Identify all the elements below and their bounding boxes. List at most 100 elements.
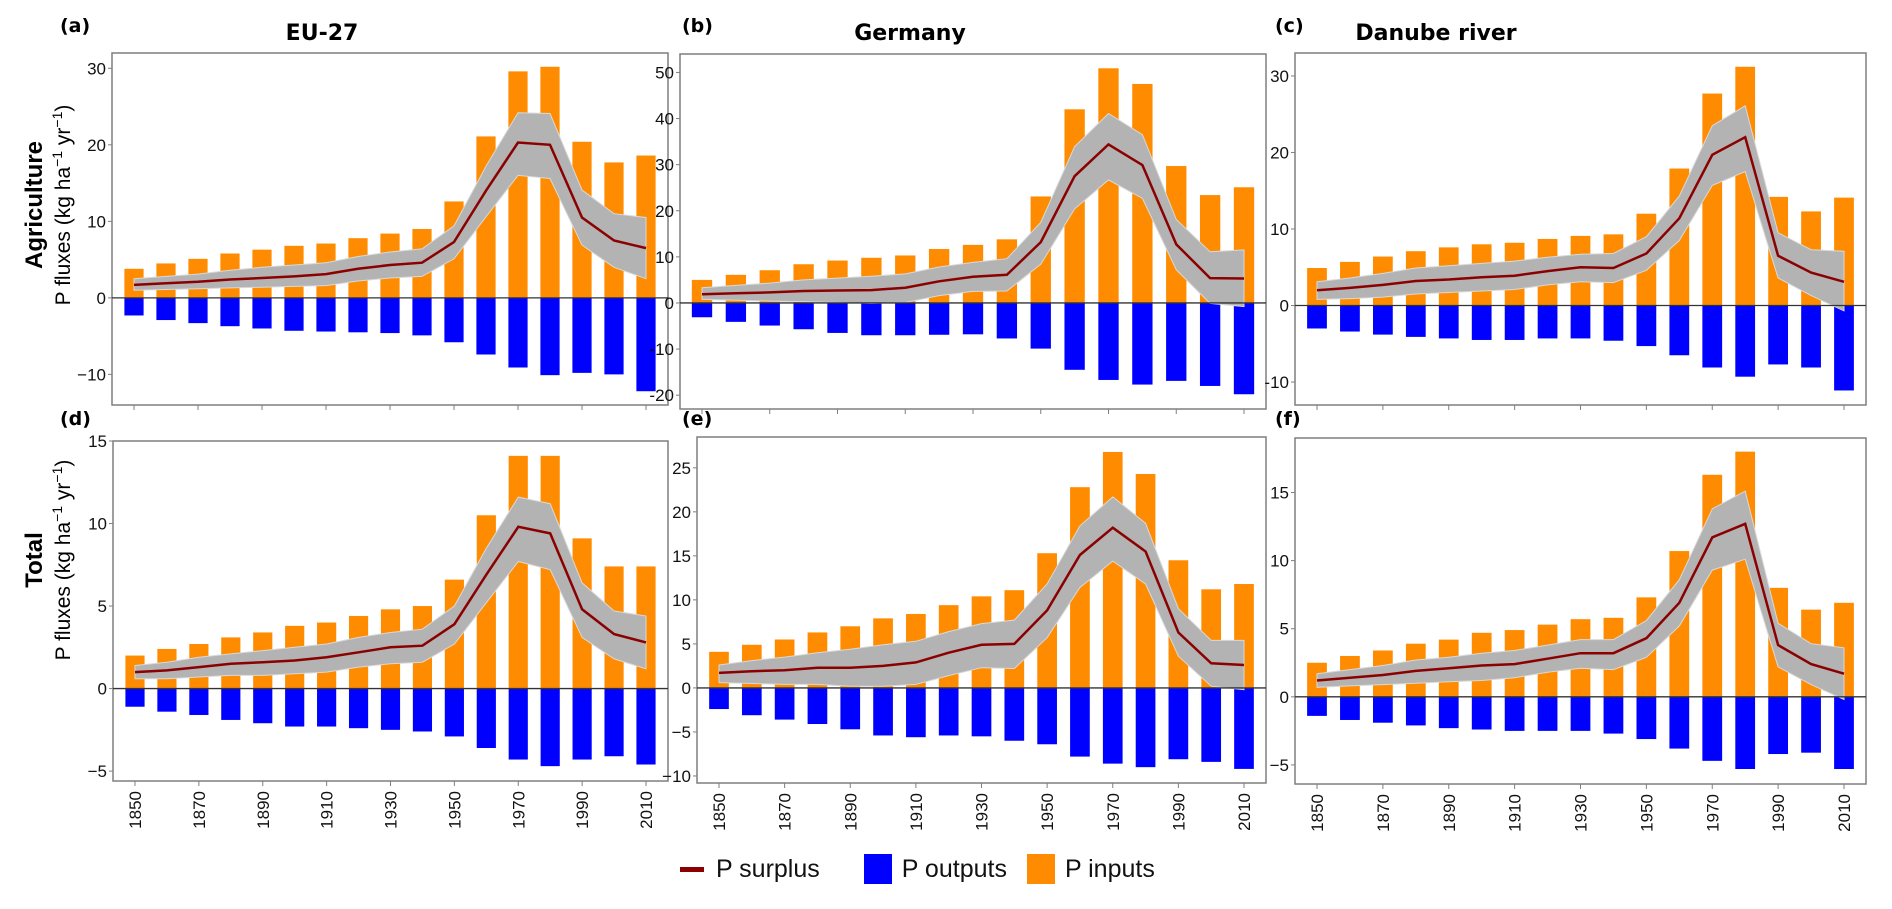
bar-output — [444, 688, 464, 737]
bar-output — [962, 302, 984, 335]
bar-output — [604, 688, 624, 757]
panel-label: (e) — [682, 408, 712, 430]
x-tick-label: 2010 — [637, 791, 656, 829]
x-tick-label: 1990 — [573, 791, 592, 829]
x-tick-label: 1850 — [1308, 794, 1327, 832]
ylabel-sup: −1 — [49, 111, 65, 127]
bar-output — [1570, 696, 1591, 731]
bar-output — [508, 688, 528, 760]
bar-output — [1504, 696, 1525, 731]
bar-output — [157, 688, 177, 712]
bar-output — [380, 688, 401, 730]
bar-output — [1405, 696, 1426, 726]
bar-output — [1702, 696, 1723, 761]
panels: (a)−100102030(b)-20-1001020304050(c)-100… — [60, 15, 1867, 832]
y-tick-label: −5 — [88, 762, 107, 781]
bar-output — [1768, 305, 1789, 365]
y-tick-label: -20 — [649, 386, 674, 405]
y-tick-label: 40 — [655, 110, 674, 129]
panel-d: (d) −5 0 5 10 15 1850 1870 1890 1910 1930 1950 1970 1… — [60, 408, 669, 829]
bar-output — [1234, 687, 1254, 769]
bar-output — [1199, 302, 1221, 386]
bar-output — [1233, 302, 1255, 395]
bar-output — [317, 688, 337, 727]
bar-output — [156, 297, 176, 321]
y-tick-label: 0 — [98, 680, 107, 699]
panel-a: (a) −10 0 10 20 30 — [60, 15, 669, 410]
bar-output — [1537, 305, 1558, 339]
y-tick-label: 30 — [1270, 67, 1289, 86]
x-tick-label: 1990 — [1769, 794, 1788, 832]
bar-output — [1636, 305, 1657, 347]
row-title-total-group: Total — [21, 532, 48, 588]
legend-item-surplus: P surplus — [680, 855, 820, 884]
ylabel-main: P fluxes (kg ha — [52, 522, 75, 661]
bar-output — [1834, 696, 1854, 770]
bar-output — [1471, 696, 1492, 730]
y-tick-label: −10 — [77, 365, 106, 384]
bar-output — [476, 297, 496, 355]
bar-output — [572, 688, 592, 760]
surplus-line — [718, 526, 1245, 675]
panel-label: (a) — [60, 15, 90, 37]
y-tick-label: 5 — [98, 597, 107, 616]
bar-output — [1102, 687, 1123, 764]
bar-output — [508, 297, 528, 368]
y-tick-label: -10 — [1264, 373, 1289, 392]
panel-label: (b) — [682, 15, 713, 37]
x-tick-label: 2010 — [1835, 794, 1854, 832]
bar-output — [938, 687, 959, 736]
bar-input — [1102, 451, 1123, 688]
x-tick-label: 1950 — [1038, 793, 1057, 831]
legend-box-swatch — [1026, 854, 1055, 884]
bar-output — [348, 297, 368, 333]
x-tick-label: 1970 — [1703, 794, 1722, 832]
legend-box-swatch — [863, 854, 892, 884]
bar-output — [540, 297, 560, 376]
ylabel-mid: yr — [52, 483, 75, 506]
ylabel-end: ) — [52, 460, 75, 467]
y-tick-label: -10 — [649, 340, 674, 359]
row-title-agriculture-group: Agriculture — [21, 141, 48, 269]
bar-output — [1340, 305, 1360, 332]
bar-output — [572, 297, 592, 373]
bar-output — [1735, 305, 1756, 377]
ylabel-sup: −1 — [49, 506, 65, 522]
legend-line-swatch — [680, 866, 704, 872]
x-tick-label: 1930 — [382, 791, 401, 829]
surplus-uncertainty-band — [718, 496, 1245, 691]
bar-output — [1669, 305, 1690, 356]
ylabel-end: ) — [52, 105, 75, 112]
bar-output — [1570, 305, 1591, 339]
column-title-eu27: EU-27 — [286, 21, 359, 46]
y-tick-label: 20 — [672, 503, 691, 522]
bar-output — [1603, 305, 1624, 341]
y-tick-label: 10 — [88, 515, 107, 534]
bar-output — [189, 688, 209, 715]
bar-output — [1735, 696, 1756, 770]
bar-output — [1834, 305, 1854, 391]
bar-output — [840, 687, 861, 730]
x-tick-label: 1930 — [973, 793, 992, 831]
bar-output — [807, 687, 828, 725]
svg-text:P fluxes (kg ha−1 yr−1): P fluxes (kg ha−1 yr−1) — [49, 460, 75, 661]
row-title-total: Total — [21, 532, 48, 588]
bar-output — [774, 687, 795, 720]
x-tick-label: 2010 — [1235, 793, 1254, 831]
bar-output — [380, 297, 400, 334]
bar-output — [1132, 302, 1153, 385]
y-tick-label: 10 — [1270, 552, 1289, 571]
bar-output — [1372, 696, 1393, 723]
bar-output — [316, 297, 336, 332]
ylabel-main: P fluxes (kg ha — [52, 167, 75, 306]
y-tick-label: 10 — [672, 591, 691, 610]
x-tick-label: 1890 — [841, 793, 860, 831]
bar-output — [220, 297, 240, 327]
bar-output — [895, 302, 916, 336]
y-tick-label: 30 — [655, 156, 674, 175]
bar-output — [1438, 696, 1459, 729]
bar-output — [284, 297, 304, 331]
bar-output — [636, 297, 656, 392]
bar-output — [971, 687, 992, 737]
column-title-danube: Danube river — [1355, 21, 1516, 46]
